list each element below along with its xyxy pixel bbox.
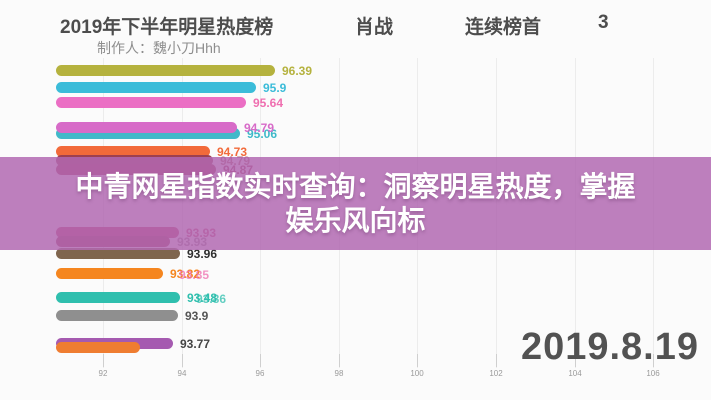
bar-value: 94.73 (217, 145, 248, 159)
caption-line-1: 中青网星指数实时查询：洞察明星热度，掌握 (75, 170, 636, 202)
bar (56, 342, 140, 353)
bar (56, 82, 256, 93)
axis-tick-label: 96 (255, 369, 265, 378)
axis-tick (182, 354, 183, 367)
axis-tick-label: 106 (646, 369, 660, 378)
producer-credit: 制作人：魏小刀Hhh (97, 40, 221, 56)
bar-value: 95.64 (253, 96, 284, 110)
axis-tick (103, 354, 104, 367)
axis-tick-label: 92 (98, 369, 108, 378)
axis-tick (575, 354, 576, 367)
bar (56, 128, 240, 139)
axis-tick (653, 354, 654, 367)
bar-value: 93.82 (170, 267, 201, 281)
axis-tick (496, 354, 497, 367)
bar-value: 95.06 (247, 127, 278, 141)
bar-value: 93.48 (187, 291, 218, 305)
bar (56, 65, 275, 76)
streak-label: 连续榜首 (465, 17, 542, 38)
bar-value: 96.39 (282, 64, 313, 78)
bar-value-overlap: 93.85 (179, 268, 210, 282)
page-title: 2019年下半年明星热度榜 (60, 17, 274, 38)
axis-tick-label: 104 (568, 369, 582, 378)
bar (56, 292, 180, 303)
bar (56, 248, 180, 259)
bar (56, 268, 163, 279)
caption-overlay: 中青网星指数实时查询：洞察明星热度，掌握 娱乐风向标 (0, 157, 711, 250)
bar-value: 93.96 (187, 247, 218, 261)
axis-tick-label: 98 (334, 369, 344, 378)
bar-value: 95.9 (263, 81, 287, 95)
bar-value: 93.77 (180, 337, 211, 351)
bar-value: 93.9 (185, 309, 209, 323)
leader-name: 肖战 (355, 17, 394, 38)
bar (56, 146, 210, 157)
axis-tick (417, 354, 418, 367)
axis-tick (339, 354, 340, 367)
axis-tick-label: 102 (489, 369, 503, 378)
bar (56, 97, 246, 108)
bar-value-overlap: 93.86 (196, 292, 227, 306)
axis-tick-label: 100 (410, 369, 424, 378)
bar (56, 310, 178, 321)
date-stamp: 2019.8.19 (520, 326, 699, 368)
streak-count: 3 (598, 12, 609, 33)
axis-tick (260, 354, 261, 367)
bar (56, 122, 237, 133)
caption-line-2: 娱乐风向标 (285, 204, 426, 236)
bar-value: 94.79 (244, 121, 275, 135)
axis-tick-label: 94 (177, 369, 187, 378)
